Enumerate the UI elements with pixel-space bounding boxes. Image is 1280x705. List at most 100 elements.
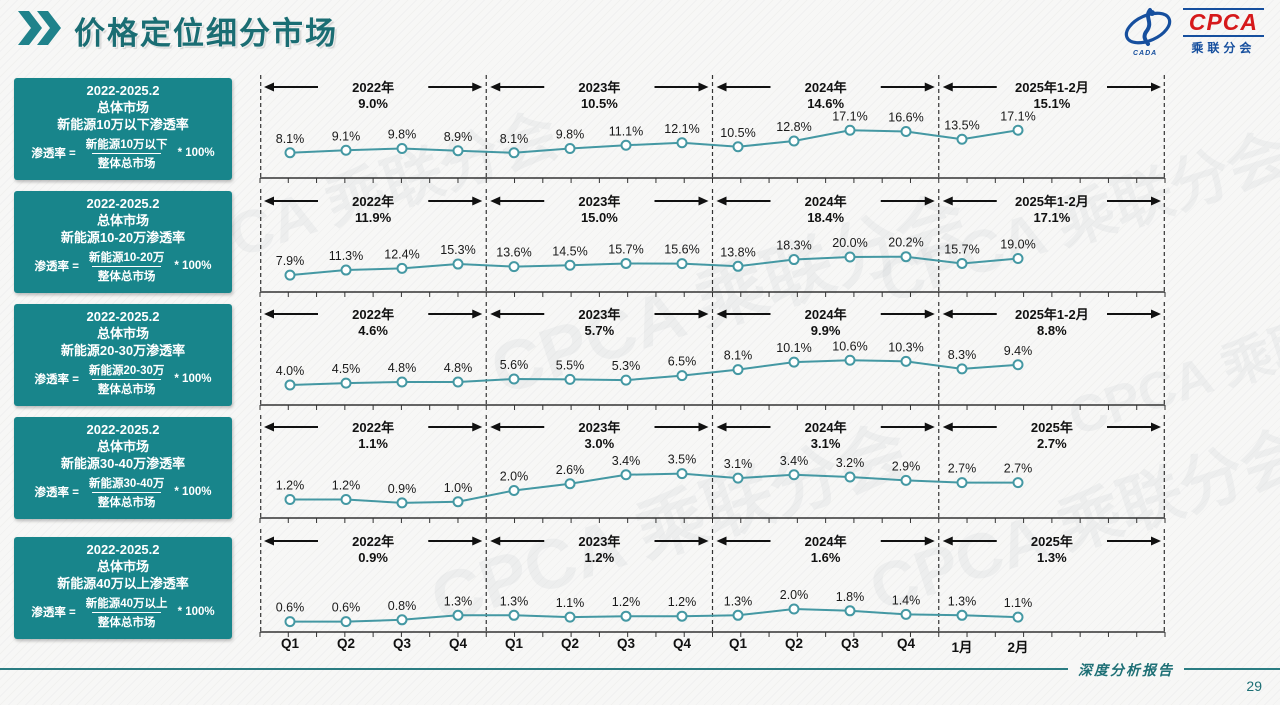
data-label: 1.0% <box>444 481 473 495</box>
data-point <box>788 356 800 368</box>
data-point <box>956 363 968 375</box>
right-arrowhead-icon <box>472 536 483 546</box>
right-arrowhead-icon <box>1151 536 1161 546</box>
data-label: 2.0% <box>500 470 529 484</box>
data-label: 20.2% <box>888 236 923 250</box>
data-point <box>284 269 296 281</box>
data-label: 8.3% <box>948 348 977 362</box>
data-point <box>788 469 800 481</box>
right-arrowhead-icon <box>472 422 483 432</box>
left-arrowhead-icon <box>490 422 501 432</box>
period-average-value: 18.4% <box>807 210 844 225</box>
data-point <box>620 469 632 481</box>
data-point <box>844 471 856 483</box>
data-label: 3.4% <box>612 454 641 468</box>
segment-title: 新能源10-20万渗透率 <box>60 229 186 245</box>
data-point <box>788 135 800 147</box>
right-arrowhead-icon <box>698 82 709 92</box>
data-label: 10.1% <box>776 341 811 355</box>
segment-period: 2022-2025.2 <box>86 83 160 98</box>
segment-title: 新能源40万以上渗透率 <box>57 575 189 591</box>
formula-fraction: 新能源30-40万 整体总市场 <box>83 475 170 510</box>
trend-chart: 2022年0.9%2023年1.2%2024年1.6%2025年1.3%0.6%… <box>259 529 1166 637</box>
right-arrowhead-icon <box>924 536 935 546</box>
segment-title: 新能源10万以下渗透率 <box>57 116 189 132</box>
data-point <box>620 610 632 622</box>
segment-title: 新能源30-40万渗透率 <box>60 455 186 471</box>
left-arrowhead-icon <box>264 536 274 546</box>
right-arrowhead-icon <box>698 309 709 319</box>
data-point <box>676 468 688 480</box>
data-point <box>900 126 912 137</box>
period-label: 2022年 <box>352 307 394 322</box>
data-label: 8.1% <box>724 349 753 363</box>
formula-numerator: 新能源10万以下 <box>85 138 168 151</box>
data-point <box>340 377 352 389</box>
data-point <box>956 609 968 621</box>
left-arrowhead-icon <box>264 82 274 92</box>
data-point <box>844 354 856 366</box>
data-point <box>508 147 520 159</box>
data-point <box>340 494 352 505</box>
data-point <box>564 611 576 623</box>
data-label: 1.3% <box>444 594 473 608</box>
data-label: 3.2% <box>836 456 865 470</box>
data-label: 4.5% <box>332 362 361 376</box>
data-label: 0.8% <box>388 599 417 613</box>
data-label: 3.1% <box>724 457 753 471</box>
header: 价格定位细分市场 CADA CPCA 乘联分会 <box>0 0 1280 62</box>
data-label: 10.6% <box>832 339 867 353</box>
data-point <box>676 137 688 149</box>
x-axis-label: Q1 <box>728 636 748 651</box>
data-label: 5.5% <box>556 358 585 372</box>
data-point <box>732 364 744 376</box>
data-label: 10.5% <box>720 126 755 140</box>
data-label: 1.2% <box>612 595 641 609</box>
left-arrowhead-icon <box>942 309 953 319</box>
data-label: 18.3% <box>776 239 811 253</box>
data-label: 9.8% <box>556 128 585 142</box>
formula-numerator: 新能源10-20万 <box>88 251 165 264</box>
data-label: 2.9% <box>892 459 921 473</box>
data-point <box>732 609 744 621</box>
left-arrowhead-icon <box>716 536 727 546</box>
data-label: 17.1% <box>1000 109 1035 123</box>
period-average-value: 3.0% <box>585 436 615 451</box>
data-label: 4.8% <box>444 361 473 375</box>
cpca-emblem-icon: CADA <box>1124 8 1172 57</box>
period-label: 2025年 <box>1031 534 1073 549</box>
data-point <box>1012 359 1024 371</box>
right-arrowhead-icon <box>924 82 935 92</box>
formula-prefix: 渗透率 = <box>34 374 79 387</box>
data-point <box>676 610 688 622</box>
x-axis-label: Q4 <box>672 636 692 651</box>
data-label: 13.8% <box>720 245 755 259</box>
data-label: 4.8% <box>388 361 417 375</box>
data-label: 3.5% <box>668 453 697 467</box>
data-point <box>1012 124 1024 136</box>
x-axis-label: Q1 <box>504 636 524 651</box>
footer-rule <box>0 668 1280 670</box>
formula-prefix: 渗透率 = <box>34 261 79 274</box>
right-arrowhead-icon <box>924 422 935 432</box>
x-axis-label: Q4 <box>448 636 468 651</box>
segment-period: 2022-2025.2 <box>86 542 160 557</box>
left-arrowhead-icon <box>490 196 501 206</box>
data-label: 8.1% <box>500 132 529 146</box>
footer-report-label: 深度分析报告 <box>1068 660 1184 680</box>
left-arrowhead-icon <box>264 196 274 206</box>
data-label: 1.1% <box>1004 596 1033 610</box>
right-arrowhead-icon <box>924 196 935 206</box>
data-label: 15.3% <box>440 243 475 257</box>
left-arrowhead-icon <box>942 82 953 92</box>
right-arrowhead-icon <box>924 309 935 319</box>
data-point <box>284 494 296 505</box>
formula-suffix: * 100% <box>177 147 215 160</box>
period-average-value: 2.7% <box>1037 436 1067 451</box>
data-point <box>900 608 912 620</box>
period-average-value: 9.9% <box>811 323 841 338</box>
data-label: 17.1% <box>832 109 867 123</box>
data-point <box>508 609 520 621</box>
data-label: 1.8% <box>836 590 865 604</box>
data-point <box>844 124 856 136</box>
